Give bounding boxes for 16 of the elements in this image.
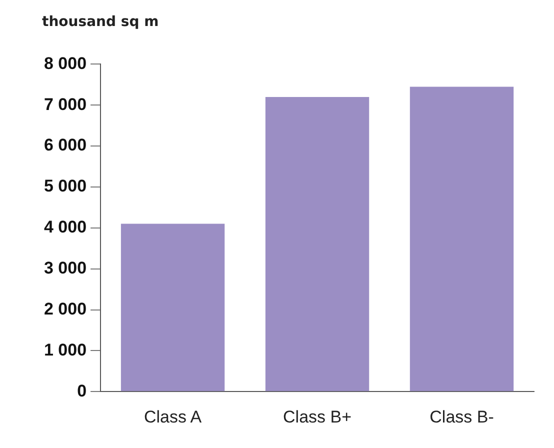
y-tick-label: 2 000 [44, 299, 87, 318]
bar [120, 224, 225, 392]
y-tick-label: 8 000 [44, 54, 87, 73]
y-tick-label: 1 000 [44, 340, 87, 360]
x-tick-label: Class B+ [283, 407, 352, 426]
y-tick-label: 3 000 [44, 258, 87, 278]
x-tick-label: Class A [144, 407, 202, 426]
bar [265, 96, 370, 392]
y-tick-label: 6 000 [44, 136, 87, 155]
y-axis-title: thousand sq m [42, 14, 159, 30]
y-tick-label: 7 000 [44, 94, 87, 114]
x-tick-label: Class B- [430, 407, 494, 426]
y-tick-label: 5 000 [44, 176, 87, 196]
bar [410, 86, 514, 392]
y-tick-label: 0 [77, 381, 87, 400]
y-tick-label: 4 000 [44, 218, 87, 237]
